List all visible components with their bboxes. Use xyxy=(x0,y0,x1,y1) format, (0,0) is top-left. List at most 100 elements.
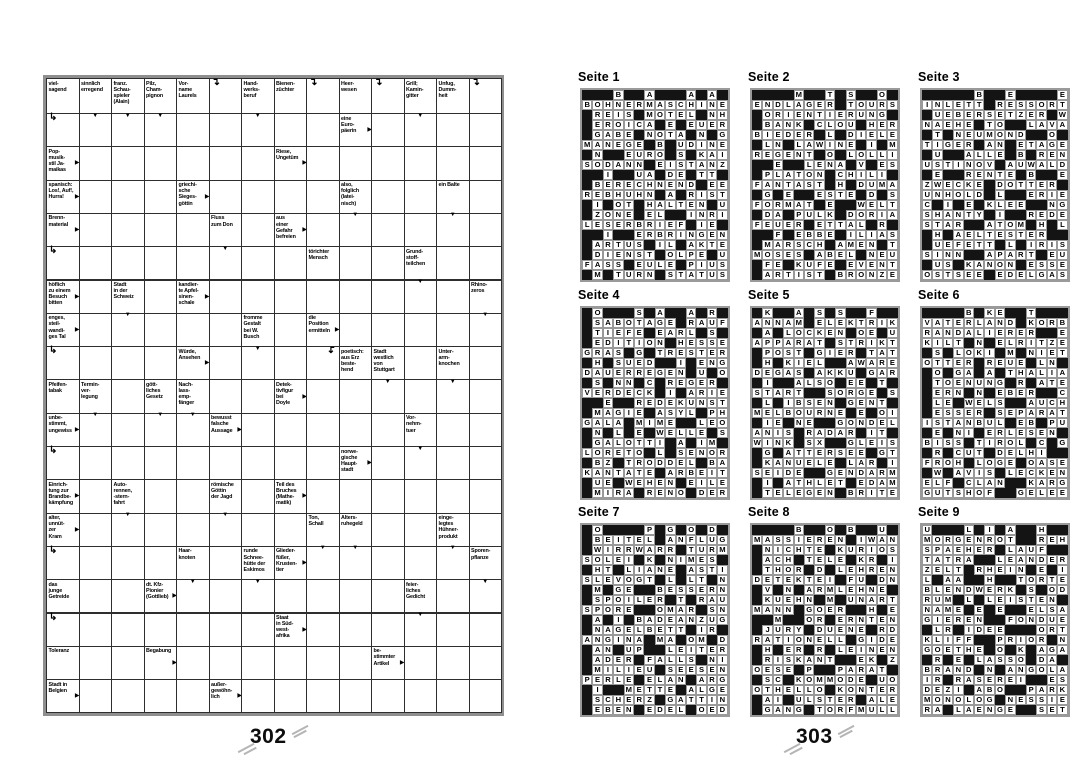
solution-letter-cell: A xyxy=(963,368,974,378)
solution-letter-cell: E xyxy=(675,645,686,655)
puzzle-cell xyxy=(306,679,340,714)
solution-black-cell xyxy=(706,575,718,585)
solution-letter-cell: O xyxy=(824,705,836,715)
solution-letter-cell: R xyxy=(845,348,856,358)
solution-black-cell xyxy=(963,575,974,585)
solution-letter-cell: N xyxy=(762,318,773,328)
solution-letter-cell: I xyxy=(675,230,686,240)
solution-black-cell xyxy=(835,488,846,498)
solution-letter-cell: S xyxy=(696,338,707,348)
solution-letter-cell: U xyxy=(856,110,867,120)
puzzle-cell xyxy=(143,246,177,281)
solution-letter-cell: D xyxy=(953,328,964,338)
solution-letter-cell: A xyxy=(706,150,718,160)
solution-black-cell xyxy=(922,90,933,100)
solution-letter-cell: E xyxy=(644,398,655,408)
solution-letter-cell: L xyxy=(1046,665,1058,675)
solution-letter-cell: L xyxy=(974,230,985,240)
solution-letter-cell: E xyxy=(762,150,773,160)
solution-letter-cell: A xyxy=(866,468,877,478)
solution-letter-cell: O xyxy=(994,120,1006,130)
puzzle-cell xyxy=(468,479,502,514)
solution-letter-cell: A xyxy=(876,230,888,240)
solution-black-cell xyxy=(804,388,815,398)
solution-letter-cell: E xyxy=(706,220,718,230)
solution-black-cell xyxy=(752,655,763,665)
solution-letter-cell: G xyxy=(814,348,825,358)
solution-letter-cell: S xyxy=(984,110,995,120)
solution-letter-cell: A xyxy=(963,705,974,715)
solution-letter-cell: T xyxy=(793,348,804,358)
clue-text: griechi- sche Sieges- göttin xyxy=(178,182,197,207)
solution-letter-cell: B xyxy=(1026,418,1037,428)
solution-letter-cell: O xyxy=(762,200,773,210)
solution-letter-cell: G xyxy=(717,358,728,368)
solution-black-cell xyxy=(634,655,645,665)
solution-letter-cell: I xyxy=(1036,448,1047,458)
solution-black-cell xyxy=(752,160,763,170)
solution-letter-cell: H xyxy=(634,190,645,200)
solution-letter-cell: A xyxy=(887,210,898,220)
solution-black-cell xyxy=(582,230,593,240)
solution-black-cell xyxy=(814,388,825,398)
puzzle-cell: ↴ xyxy=(468,78,502,114)
solution-black-cell xyxy=(845,535,856,545)
solution-black-cell xyxy=(835,458,846,468)
solution-letter-cell: S xyxy=(752,468,763,478)
solution-letter-cell: K xyxy=(675,398,686,408)
solution-letter-cell: R xyxy=(634,458,645,468)
solution-letter-cell: O xyxy=(994,260,1006,270)
solution-letter-cell: T xyxy=(942,488,954,498)
solution-letter-cell: L xyxy=(1005,468,1016,478)
solution-letter-cell: N xyxy=(984,665,995,675)
puzzle-cell xyxy=(241,379,275,414)
solution-letter-cell: L xyxy=(613,675,624,685)
solution-letter-cell: S xyxy=(835,448,846,458)
solution-letter-cell: N xyxy=(963,418,974,428)
solution-letter-cell: F xyxy=(772,230,784,240)
solution-black-cell xyxy=(706,635,718,645)
solution-letter-cell: K xyxy=(866,655,877,665)
solution-black-cell xyxy=(1057,358,1068,368)
down-arrow-icon: ▼ xyxy=(254,578,261,585)
solution-black-cell xyxy=(866,625,877,635)
solution-letter-cell: E xyxy=(932,685,943,695)
solution-black-cell xyxy=(634,605,645,615)
solution-letter-cell: E xyxy=(1046,675,1058,685)
solution-letter-cell: E xyxy=(634,260,645,270)
solution-letter-cell: N xyxy=(953,130,964,140)
solution-letter-cell: O xyxy=(876,408,888,418)
solution-letter-cell: T xyxy=(942,160,954,170)
solution-black-cell xyxy=(1026,675,1037,685)
solution-letter-cell: A xyxy=(1005,160,1016,170)
solution-black-cell xyxy=(783,308,794,318)
solution-letter-cell: T xyxy=(654,348,666,358)
solution-letter-cell: O xyxy=(835,120,846,130)
solution-letter-cell: S xyxy=(1005,230,1016,240)
solution-letter-cell: R xyxy=(953,555,964,565)
solution-black-cell xyxy=(686,368,697,378)
solution-letter-cell: H xyxy=(793,545,804,555)
solution-letter-cell: N xyxy=(675,180,686,190)
solution-letter-cell: E xyxy=(1015,418,1026,428)
solution-letter-cell: E xyxy=(762,368,773,378)
puzzle-cell: be- stimmter Artikel ▶ xyxy=(371,645,405,681)
solution-black-cell xyxy=(717,308,728,318)
puzzle-cell: Fluss zum Don xyxy=(208,212,242,248)
clue-text: bewusst falsche Aussage xyxy=(211,415,233,434)
solution-letter-cell: G xyxy=(1046,645,1058,655)
solution-letter-cell: E xyxy=(856,478,867,488)
solution-letter-cell: S xyxy=(887,100,898,110)
solution-letter-cell: D xyxy=(824,428,836,438)
solution-letter-cell: T xyxy=(887,338,898,348)
solution-black-cell xyxy=(974,665,985,675)
solution-black-cell xyxy=(717,438,728,448)
solution-letter-cell: L xyxy=(932,585,943,595)
solution-letter-cell: B xyxy=(824,250,836,260)
solution-letter-cell: U xyxy=(876,525,888,535)
solution-letter-cell: E xyxy=(835,625,846,635)
solution-letter-cell: T xyxy=(772,635,784,645)
solution-letter-cell: E xyxy=(963,535,974,545)
solution-letter-cell: O xyxy=(942,458,954,468)
